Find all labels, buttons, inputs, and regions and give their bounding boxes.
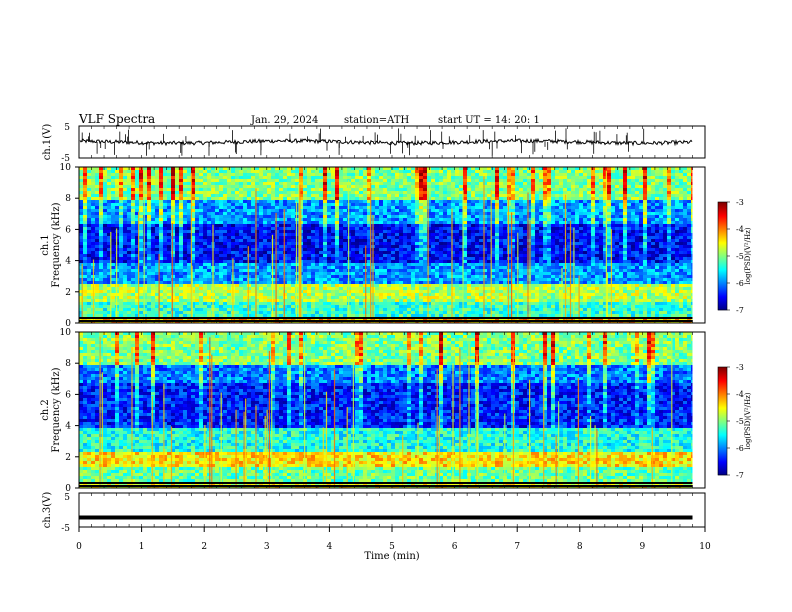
ch1-spectrogram-colorbar-tick: -7 bbox=[736, 306, 744, 315]
ch1-ytick-5: 5 bbox=[64, 123, 70, 133]
ch1-waveform-spikes bbox=[81, 128, 645, 156]
figure-title: VLF Spectra bbox=[78, 112, 155, 126]
time-axis-tick: 5 bbox=[389, 542, 395, 552]
ch2-colorbar: -3 -4 -5 -6 -7 log(PSD)(V²/Hz) bbox=[717, 363, 752, 480]
time-axis-tick: 4 bbox=[327, 542, 333, 552]
time-axis-tick: 0 bbox=[76, 542, 82, 552]
ch2-spectrogram-ytick: 8 bbox=[65, 359, 71, 369]
ch1-spectrogram-colorbar-tick: -4 bbox=[736, 225, 744, 234]
ch1-spectrogram-ytick: 10 bbox=[60, 163, 72, 173]
ch2-spectrogram-ytick: 4 bbox=[65, 422, 71, 432]
ch1-spectrogram-ytick: 2 bbox=[65, 288, 71, 298]
ch2-spectrogram-ylabel-channel: ch.2 bbox=[40, 399, 51, 421]
date-label: Jan. 29, 2024 bbox=[250, 115, 318, 126]
ch1-spectrogram-ylabel-frequency: Frequency (kHz) bbox=[51, 202, 62, 287]
ch1-ytick-neg5: -5 bbox=[61, 154, 70, 164]
ch1-spectrogram-colorbar-tick: -5 bbox=[736, 252, 744, 261]
ch1-ylabel: ch.1(V) bbox=[42, 124, 53, 161]
ch3-ylabel: ch.3(V) bbox=[42, 492, 53, 529]
ch2-spectrogram-colorbar-tick: -3 bbox=[736, 363, 744, 372]
ch2-spectrogram-cells bbox=[79, 332, 705, 489]
ch1-spectrogram-colorbar-tick: -3 bbox=[736, 198, 744, 207]
ch3-waveform-trace bbox=[79, 515, 693, 520]
ch2-spectrogram-ytick: 6 bbox=[65, 390, 71, 400]
ch1-spectrogram-yticks: 0 2 4 6 8 10 bbox=[60, 163, 79, 329]
ch1-spectrogram-ytick: 6 bbox=[65, 225, 71, 235]
ch1-spectrogram-ytick: 0 bbox=[65, 319, 71, 329]
ch1-spectrogram-colorbar-label: log(PSD)(V²/Hz) bbox=[744, 227, 752, 284]
ch2-spectrogram-panel: 0 2 4 6 8 10 ch.2 Frequency (kHz) -3 -4 -5 -6 -7 l… bbox=[40, 328, 752, 494]
ch2-spectrogram-colorbar-tick: -7 bbox=[736, 471, 744, 480]
ch1-spectrogram-colorbar-tick: -6 bbox=[736, 279, 744, 288]
time-axis-tick: 7 bbox=[514, 542, 520, 552]
ch2-spectrogram-yticks: 0 2 4 6 8 10 bbox=[60, 328, 79, 494]
time-axis: 0 1 2 3 4 5 6 7 8 9 10 bbox=[76, 126, 711, 552]
ch1-colorbar: -3 -4 -5 -6 -7 log(PSD)(V²/Hz) bbox=[717, 198, 752, 315]
time-axis-tick: 6 bbox=[452, 542, 458, 552]
ch2-spectrogram-colorbar-label: log(PSD)(V²/Hz) bbox=[744, 392, 752, 449]
ch1-spectrogram-panel: 0 2 4 6 8 10 ch.1 Frequency (kHz) -3 -4 -5 -6 -7 l… bbox=[40, 163, 752, 329]
ch2-spectrogram-colorbar-tick: -4 bbox=[736, 390, 744, 399]
ch3-ytick-neg5: -5 bbox=[61, 524, 70, 534]
ch1-spectrogram-ylabel-channel: ch.1 bbox=[40, 234, 51, 256]
ch3-ytick-5: 5 bbox=[64, 493, 70, 503]
time-axis-tick: 3 bbox=[264, 542, 270, 552]
ch2-spectrogram-colorbar-tick: -5 bbox=[736, 417, 744, 426]
ch1-spectrogram-cells bbox=[79, 167, 705, 324]
start-ut-label: start UT = 14: 20: 1 bbox=[438, 115, 540, 126]
time-axis-label: Time (min) bbox=[364, 551, 419, 562]
ch3-waveform-frame bbox=[78, 492, 706, 528]
time-axis-tick: 9 bbox=[640, 542, 646, 552]
ch2-spectrogram-ylabel-frequency: Frequency (kHz) bbox=[51, 367, 62, 452]
ch2-spectrogram-colorbar-tick: -6 bbox=[736, 444, 744, 453]
ch1-spectrogram-ytick: 4 bbox=[65, 257, 71, 267]
ch2-spectrogram-ytick: 2 bbox=[65, 453, 71, 463]
ch1-spectrogram-ytick: 8 bbox=[65, 194, 71, 204]
time-axis-tick: 2 bbox=[201, 542, 207, 552]
ch2-spectrogram-ytick: 10 bbox=[60, 328, 72, 338]
ch2-spectrogram-ytick: 0 bbox=[65, 484, 71, 494]
time-axis-tick: 8 bbox=[577, 542, 583, 552]
time-axis-tick: 1 bbox=[139, 542, 145, 552]
time-axis-tick: 10 bbox=[699, 542, 711, 552]
station-label: station=ATH bbox=[344, 115, 410, 126]
